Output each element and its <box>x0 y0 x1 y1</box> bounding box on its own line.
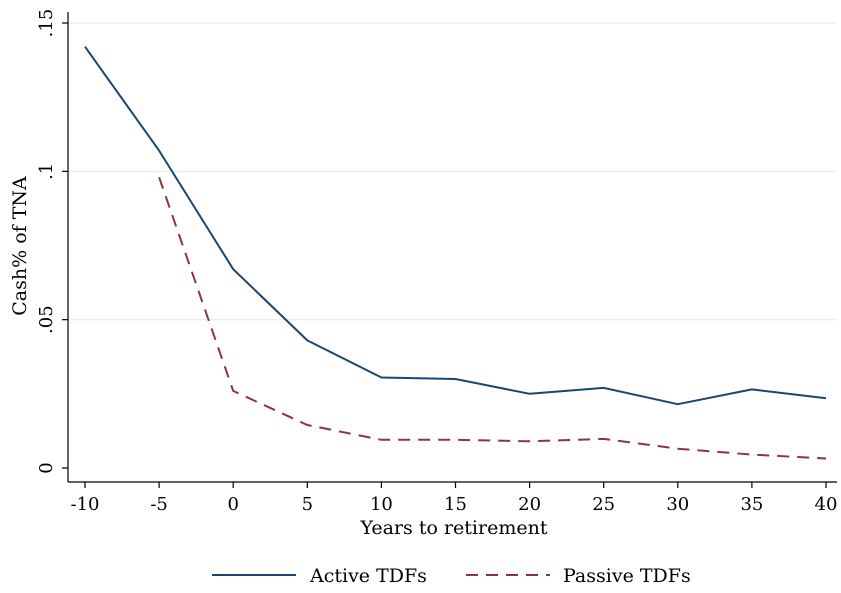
x-tick-label: -5 <box>150 494 168 515</box>
legend: Active TDFs Passive TDFs <box>212 565 691 587</box>
y-tick-label: .1 <box>36 163 57 180</box>
series-line-passive-tdfs <box>158 176 827 460</box>
x-tick-label: 40 <box>815 494 838 515</box>
x-tick-label: 15 <box>444 494 467 515</box>
x-tick-label: 30 <box>666 494 689 515</box>
y-tick-label: .15 <box>36 9 57 38</box>
axes <box>67 12 837 483</box>
x-axis-title: Years to retirement <box>360 517 548 539</box>
y-tick-label: .05 <box>36 305 57 334</box>
legend-label-passive-tdfs: Passive TDFs <box>563 565 691 587</box>
series-lines <box>84 46 827 460</box>
y-axis-title: Cash% of TNA <box>9 176 31 316</box>
axis-ticks: 0 .05 .1 .15 -10 -5 0 5 10 15 20 25 30 35 40 <box>36 9 837 515</box>
x-tick-label: 0 <box>227 494 238 515</box>
x-tick-label: 20 <box>518 494 541 515</box>
x-tick-label: 10 <box>370 494 393 515</box>
series-line-active-tdfs <box>84 46 827 406</box>
x-tick-label: -10 <box>71 494 100 515</box>
legend-label-active-tdfs: Active TDFs <box>309 565 427 587</box>
x-tick-label: 5 <box>302 494 313 515</box>
x-tick-label: 25 <box>592 494 615 515</box>
x-tick-label: 35 <box>740 494 763 515</box>
y-tick-label: 0 <box>36 462 57 473</box>
gridlines <box>68 22 837 321</box>
